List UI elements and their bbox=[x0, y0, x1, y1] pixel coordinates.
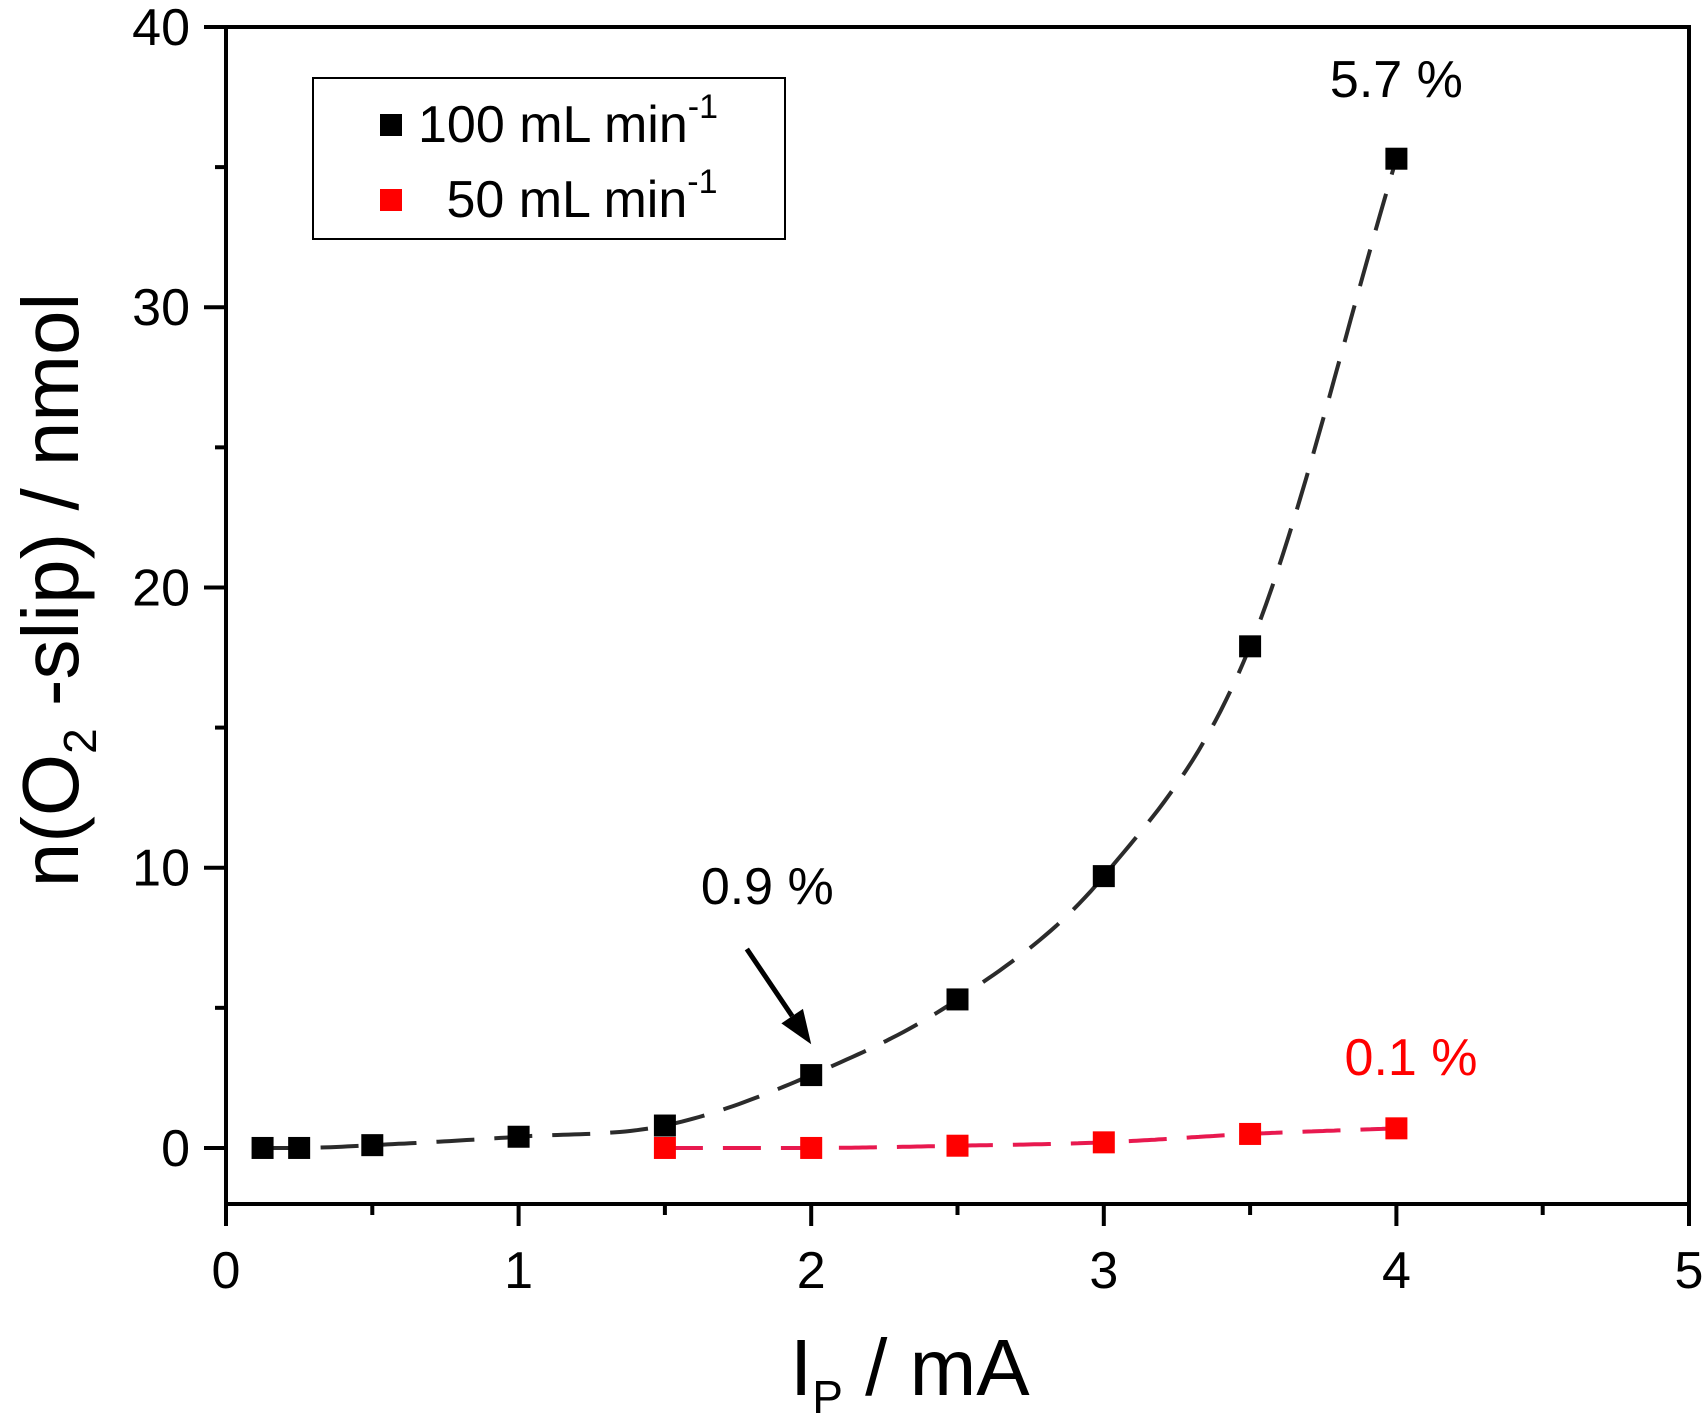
legend-label-50-sup: -1 bbox=[687, 163, 717, 201]
y-tick-label: 0 bbox=[161, 1120, 190, 1178]
x-tick-label: 0 bbox=[212, 1242, 241, 1300]
data-point-series-1 bbox=[1239, 1122, 1262, 1145]
fit-curve-series-0 bbox=[262, 158, 1399, 1150]
data-point-series-1 bbox=[1092, 1131, 1115, 1154]
legend-label-100-sup: -1 bbox=[688, 88, 718, 126]
y-tick-label: 20 bbox=[132, 559, 190, 617]
svg-text:50 mL min-1: 50 mL min-1 bbox=[432, 163, 718, 229]
annotation-5-7-percent: 5.7 % bbox=[1330, 51, 1463, 109]
x-tick-label: 1 bbox=[504, 1242, 533, 1300]
fit-curves bbox=[262, 158, 1399, 1150]
data-point-series-1 bbox=[800, 1136, 823, 1159]
y-tick-label: 10 bbox=[132, 840, 190, 898]
annotation-arrow bbox=[744, 947, 812, 1045]
data-point-series-0 bbox=[1385, 147, 1408, 170]
x-axis: 0 1 2 3 4 5 bbox=[212, 1204, 1704, 1300]
data-point-series-0 bbox=[1239, 635, 1262, 658]
x-tick-label: 3 bbox=[1089, 1242, 1118, 1300]
fit-curve-series-1 bbox=[664, 1126, 1397, 1150]
y-axis-title: n(O2 -slip) / nmol bbox=[6, 293, 106, 888]
x-tick-label: 4 bbox=[1382, 1242, 1411, 1300]
y-tick-label: 40 bbox=[132, 0, 190, 57]
data-point-series-0 bbox=[800, 1064, 823, 1087]
x-axis-title: IP / mA bbox=[790, 1323, 1030, 1413]
data-points bbox=[251, 147, 1408, 1159]
legend-marker-100 bbox=[380, 114, 402, 136]
y-axis: 0 10 20 30 40 bbox=[132, 0, 226, 1178]
data-point-series-0 bbox=[653, 1114, 676, 1137]
data-point-series-1 bbox=[653, 1136, 676, 1159]
annotation-0-1-percent: 0.1 % bbox=[1345, 1029, 1478, 1087]
arrow-head bbox=[781, 1008, 812, 1045]
x-tick-label: 2 bbox=[797, 1242, 826, 1300]
arrow-shaft bbox=[744, 947, 795, 1018]
legend-label-100: 100 mL min bbox=[418, 96, 688, 154]
data-point-series-1 bbox=[1385, 1117, 1408, 1140]
data-point-series-0 bbox=[1092, 865, 1115, 888]
svg-text:100 mL min-1: 100 mL min-1 bbox=[418, 88, 718, 154]
data-point-series-0 bbox=[288, 1136, 311, 1159]
data-point-series-1 bbox=[946, 1134, 969, 1157]
x-tick-label: 5 bbox=[1675, 1242, 1704, 1300]
legend: 100 mL min-1 50 mL min-1 bbox=[312, 77, 786, 240]
legend-box bbox=[312, 77, 786, 240]
data-point-series-0 bbox=[251, 1136, 274, 1159]
y-tick-label: 30 bbox=[132, 279, 190, 337]
data-point-series-0 bbox=[361, 1134, 384, 1157]
data-point-series-0 bbox=[507, 1125, 530, 1148]
data-point-series-0 bbox=[946, 988, 969, 1011]
legend-label-50: 50 mL min bbox=[432, 171, 687, 229]
annotation-0-9-percent: 0.9 % bbox=[701, 858, 834, 916]
legend-marker-50 bbox=[380, 189, 402, 211]
